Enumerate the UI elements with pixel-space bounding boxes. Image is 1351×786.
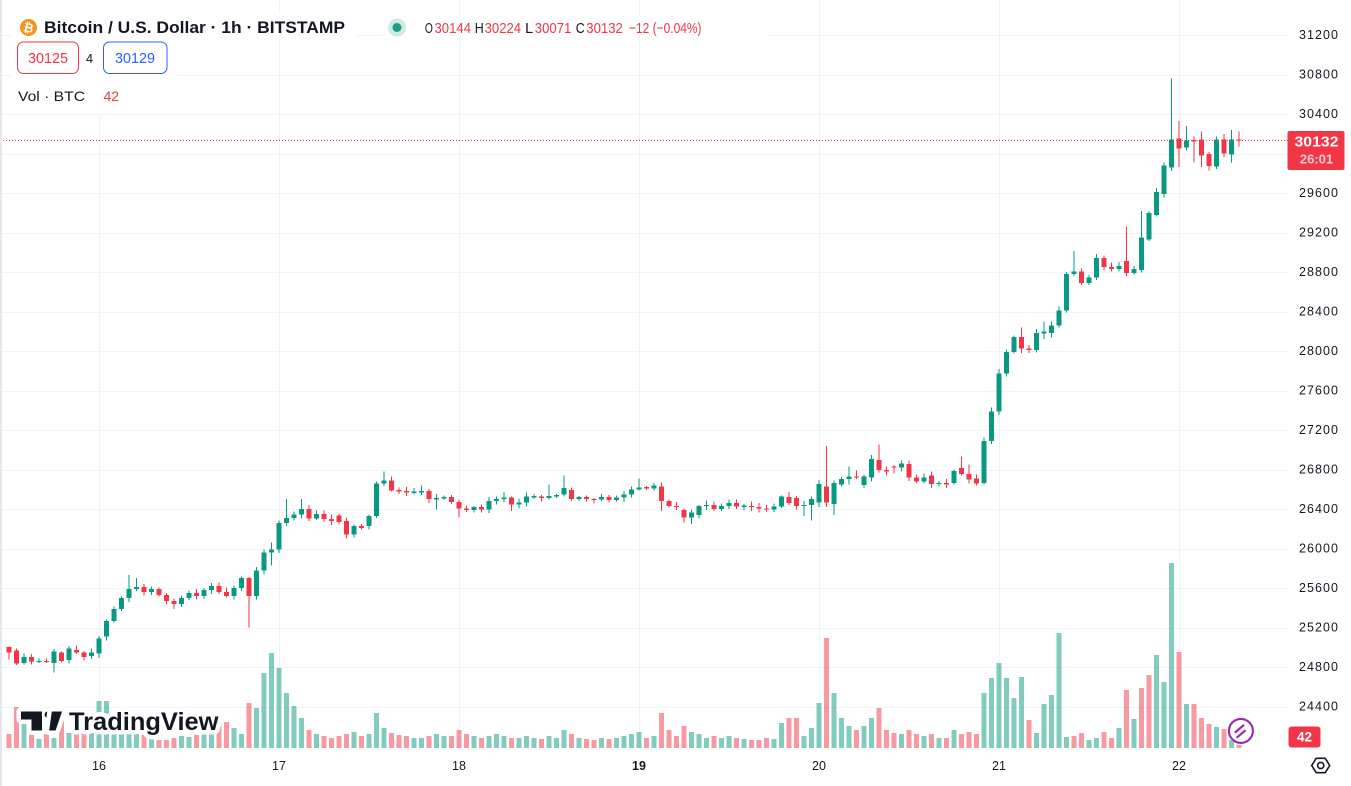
svg-text:28400: 28400 bbox=[1299, 305, 1338, 319]
svg-text:21: 21 bbox=[992, 759, 1006, 773]
svg-text:30132: 30132 bbox=[1295, 135, 1339, 151]
svg-text:30071: 30071 bbox=[535, 20, 572, 37]
svg-text:27200: 27200 bbox=[1299, 423, 1338, 437]
svg-text:Bitcoin / U.S. Dollar · 1h · B: Bitcoin / U.S. Dollar · 1h · BITSTAMP bbox=[44, 19, 345, 37]
svg-text:17: 17 bbox=[272, 759, 286, 773]
svg-text:H: H bbox=[475, 20, 484, 37]
svg-text:22: 22 bbox=[1172, 759, 1186, 773]
svg-text:28000: 28000 bbox=[1299, 344, 1338, 358]
svg-text:28800: 28800 bbox=[1299, 265, 1338, 279]
svg-text:42: 42 bbox=[1297, 730, 1312, 745]
svg-text:30224: 30224 bbox=[485, 20, 521, 37]
svg-text:−12 (−0.04%): −12 (−0.04%) bbox=[629, 20, 702, 37]
svg-text:29200: 29200 bbox=[1299, 226, 1338, 240]
svg-text:₿: ₿ bbox=[22, 20, 35, 36]
svg-text:26800: 26800 bbox=[1299, 463, 1338, 477]
svg-text:26:01: 26:01 bbox=[1300, 152, 1333, 167]
svg-text:18: 18 bbox=[452, 759, 466, 773]
svg-text:Vol · BTC: Vol · BTC bbox=[18, 88, 85, 104]
svg-text:30800: 30800 bbox=[1299, 68, 1338, 82]
svg-text:20: 20 bbox=[812, 759, 826, 773]
svg-text:24800: 24800 bbox=[1299, 660, 1338, 674]
svg-text:24400: 24400 bbox=[1299, 700, 1338, 714]
svg-text:25600: 25600 bbox=[1299, 581, 1338, 595]
svg-text:30132: 30132 bbox=[586, 20, 623, 37]
svg-text:30129: 30129 bbox=[115, 50, 155, 67]
svg-text:19: 19 bbox=[632, 759, 646, 773]
svg-text:4: 4 bbox=[86, 51, 93, 66]
svg-text:29600: 29600 bbox=[1299, 186, 1338, 200]
svg-text:L: L bbox=[525, 20, 533, 37]
svg-text:16: 16 bbox=[92, 759, 106, 773]
svg-text:42: 42 bbox=[104, 88, 120, 104]
svg-text:O: O bbox=[425, 20, 433, 37]
svg-text:30125: 30125 bbox=[28, 50, 68, 67]
svg-text:31200: 31200 bbox=[1299, 28, 1338, 42]
svg-text:25200: 25200 bbox=[1299, 621, 1338, 635]
svg-text:27600: 27600 bbox=[1299, 384, 1338, 398]
svg-text:C: C bbox=[576, 20, 585, 37]
svg-text:30144: 30144 bbox=[435, 20, 472, 37]
svg-text:30400: 30400 bbox=[1299, 107, 1338, 121]
svg-text:26400: 26400 bbox=[1299, 502, 1338, 516]
svg-text:26000: 26000 bbox=[1299, 542, 1338, 556]
svg-text:TradingView: TradingView bbox=[69, 708, 219, 736]
